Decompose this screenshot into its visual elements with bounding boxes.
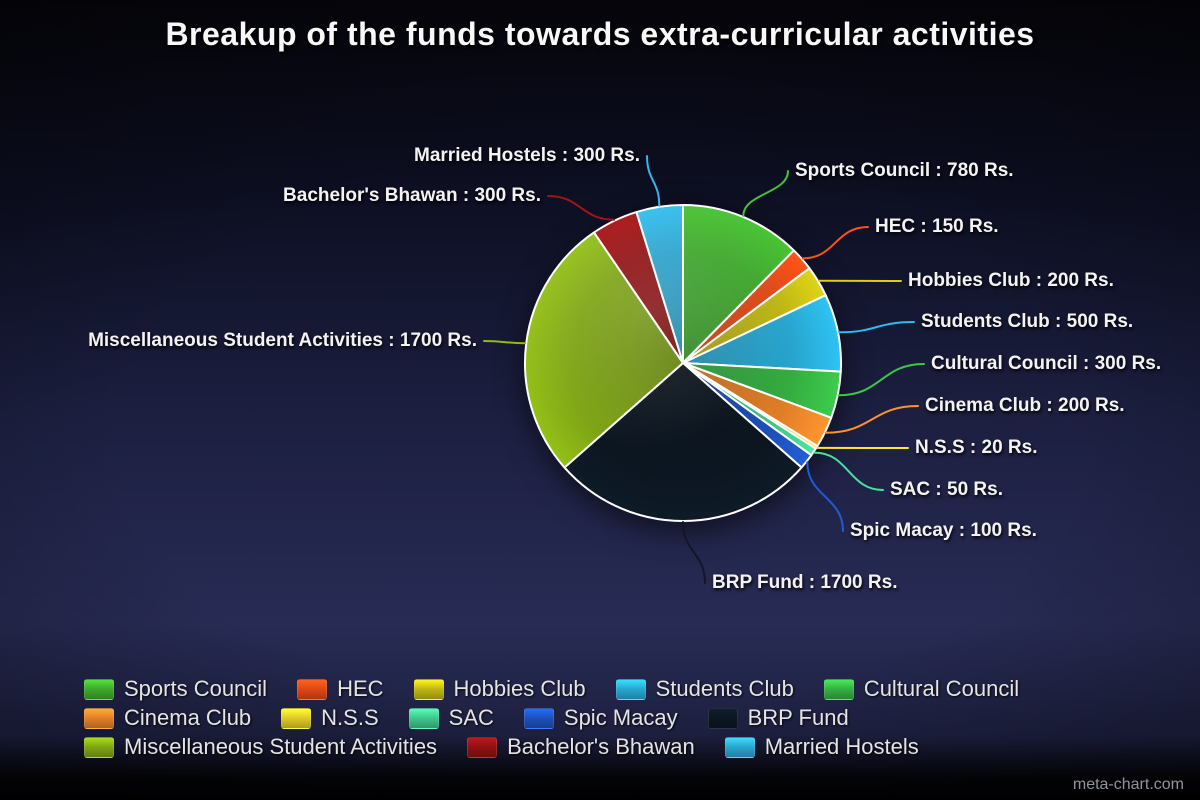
legend-label-n-s-s: N.S.S bbox=[321, 705, 379, 730]
legend-item-hec: HEC bbox=[297, 676, 384, 702]
pie-gloss-overlay bbox=[526, 206, 840, 520]
legend-item-spic-macay: Spic Macay bbox=[523, 705, 678, 731]
slice-label-miscellaneous-student-activities: Miscellaneous Student Activities : 1700 … bbox=[88, 330, 477, 351]
chart-title: Breakup of the funds towards extra-curri… bbox=[165, 16, 1035, 52]
slice-label-bachelor-s-bhawan: Bachelor's Bhawan : 300 Rs. bbox=[283, 185, 541, 206]
legend-swatch-students-club bbox=[615, 678, 646, 700]
leader-line-spic-macay bbox=[806, 461, 844, 532]
slice-label-sports-council: Sports Council : 780 Rs. bbox=[795, 160, 1014, 181]
legend-item-hobbies-club: Hobbies Club bbox=[413, 676, 586, 702]
legend-item-sac: SAC bbox=[408, 705, 494, 731]
legend-item-brp-fund: BRP Fund bbox=[707, 705, 849, 731]
slice-label-students-club: Students Club : 500 Rs. bbox=[921, 311, 1134, 332]
legend-item-n-s-s: N.S.S bbox=[281, 705, 379, 731]
legend-label-hobbies-club: Hobbies Club bbox=[453, 676, 586, 701]
leader-line-sports-council bbox=[742, 170, 789, 217]
slice-label-cinema-club: Cinema Club : 200 Rs. bbox=[925, 395, 1125, 416]
slice-label-spic-macay: Spic Macay : 100 Rs. bbox=[850, 520, 1037, 541]
leader-line-bachelor-s-bhawan bbox=[547, 195, 615, 221]
leader-lines-group bbox=[483, 155, 925, 584]
leader-line-miscellaneous-student-activities bbox=[483, 340, 527, 345]
legend-swatch-cultural-council bbox=[823, 678, 854, 700]
legend-item-married-hostels: Married Hostels bbox=[724, 734, 919, 760]
legend-swatch-married-hostels bbox=[724, 736, 755, 758]
leader-line-students-club bbox=[838, 321, 915, 334]
legend-label-married-hostels: Married Hostels bbox=[764, 734, 919, 759]
legend-label-spic-macay: Spic Macay bbox=[563, 705, 678, 730]
legend-item-cinema-club: Cinema Club bbox=[84, 705, 251, 731]
legend: Sports Council HEC Hobbies Club Students Cl… bbox=[84, 676, 1114, 760]
legend-item-students-club: Students Club bbox=[615, 676, 794, 702]
slice-label-cultural-council: Cultural Council : 300 Rs. bbox=[931, 353, 1162, 374]
legend-item-bachelor-s-bhawan: Bachelor's Bhawan bbox=[467, 734, 695, 760]
leader-line-brp-fund bbox=[682, 521, 706, 584]
legend-swatch-hec bbox=[297, 678, 328, 700]
legend-swatch-miscellaneous-student-activities bbox=[84, 736, 114, 758]
legend-label-brp-fund: BRP Fund bbox=[747, 705, 849, 730]
legend-label-hec: HEC bbox=[337, 676, 384, 701]
legend-swatch-sac bbox=[408, 707, 439, 729]
slice-label-n-s-s: N.S.S : 20 Rs. bbox=[915, 437, 1038, 458]
slice-label-brp-fund: BRP Fund : 1700 Rs. bbox=[712, 572, 898, 593]
legend-swatch-hobbies-club bbox=[413, 678, 444, 700]
legend-swatch-cinema-club bbox=[84, 707, 114, 729]
slice-label-married-hostels: Married Hostels : 300 Rs. bbox=[414, 145, 640, 166]
legend-swatch-brp-fund bbox=[707, 707, 738, 729]
legend-swatch-n-s-s bbox=[281, 707, 312, 729]
legend-item-miscellaneous-student-activities: Miscellaneous Student Activities bbox=[84, 734, 437, 760]
legend-label-sports-council: Sports Council bbox=[124, 676, 268, 701]
legend-label-students-club: Students Club bbox=[655, 676, 794, 701]
leader-line-cinema-club bbox=[824, 405, 919, 434]
legend-label-cultural-council: Cultural Council bbox=[863, 676, 1020, 701]
legend-label-bachelor-s-bhawan: Bachelor's Bhawan bbox=[507, 734, 695, 759]
legend-swatch-sports-council bbox=[84, 678, 114, 700]
slice-label-sac: SAC : 50 Rs. bbox=[890, 479, 1003, 500]
leader-line-sac bbox=[813, 451, 884, 491]
slice-label-hec: HEC : 150 Rs. bbox=[875, 216, 999, 237]
slice-label-hobbies-club: Hobbies Club : 200 Rs. bbox=[908, 270, 1114, 291]
watermark: meta-chart.com bbox=[1072, 776, 1184, 793]
legend-swatch-bachelor-s-bhawan bbox=[467, 736, 498, 758]
legend-label-cinema-club: Cinema Club bbox=[124, 705, 252, 730]
legend-label-sac: SAC bbox=[448, 705, 494, 730]
leader-line-married-hostels bbox=[646, 155, 661, 207]
legend-label-miscellaneous-student-activities: Miscellaneous Student Activities bbox=[124, 734, 438, 759]
leader-line-hec bbox=[801, 226, 869, 260]
legend-item-sports-council: Sports Council bbox=[84, 676, 267, 702]
legend-item-cultural-council: Cultural Council bbox=[823, 676, 1020, 702]
leader-line-cultural-council bbox=[837, 363, 925, 397]
legend-swatch-spic-macay bbox=[523, 707, 554, 729]
